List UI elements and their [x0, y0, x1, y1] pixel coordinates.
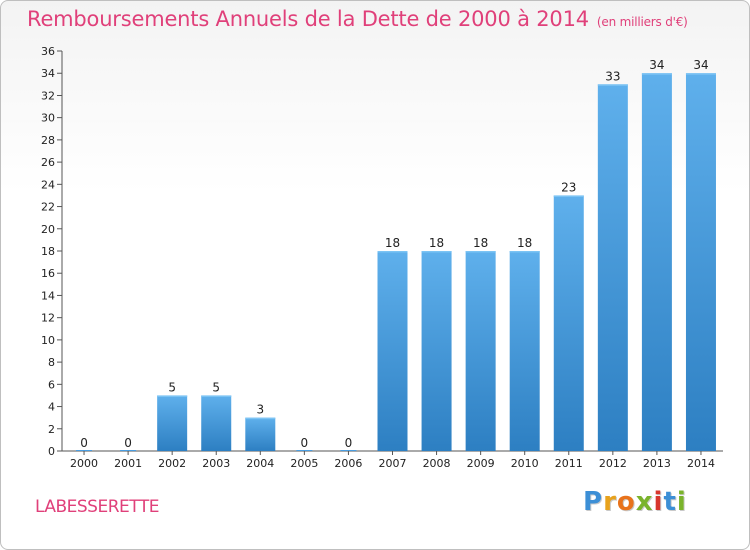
x-tick-label: 2001: [114, 457, 142, 470]
y-tick-label: 10: [41, 334, 55, 347]
bars: [76, 73, 716, 451]
y-tick-label: 8: [48, 356, 55, 369]
bar-highlight: [201, 395, 232, 397]
bar: [421, 251, 452, 451]
data-label: 5: [212, 380, 220, 394]
bar: [201, 395, 232, 451]
x-axis: 2000 2001 2002 2003 2004 2005 2006 2007 2008 2009…: [62, 450, 723, 470]
bar: [509, 251, 540, 451]
proxiti-logo[interactable]: Proxiti: [583, 487, 687, 517]
data-label: 18: [429, 236, 444, 250]
data-label: 0: [124, 436, 132, 450]
data-label: 18: [517, 236, 532, 250]
chart-title: Remboursements Annuels de la Dette de 20…: [27, 7, 688, 31]
data-label: 33: [605, 69, 620, 83]
data-label: 0: [80, 436, 88, 450]
data-label: 18: [473, 236, 488, 250]
x-tick-label: 2009: [467, 457, 495, 470]
bar-highlight: [509, 251, 540, 253]
y-tick-label: 16: [41, 267, 55, 280]
x-tick-label: 2000: [70, 457, 98, 470]
y-tick-label: 4: [48, 401, 55, 414]
bar: [465, 251, 496, 451]
x-tick-label: 2008: [423, 457, 451, 470]
data-label: 3: [256, 403, 264, 417]
bar-highlight: [157, 395, 188, 397]
logo-letter: o: [616, 487, 636, 517]
y-tick-label: 32: [41, 89, 55, 102]
bar: [157, 395, 188, 451]
x-tick-label: 2002: [158, 457, 186, 470]
logo-letter: r: [603, 487, 617, 517]
bar: [597, 84, 628, 451]
x-tick-label: 2010: [511, 457, 539, 470]
y-tick-label: 24: [41, 178, 55, 191]
logo-letter: t: [663, 487, 677, 517]
logo-letter: i: [653, 487, 664, 517]
data-labels: 0 0 5 5 3 0 0 18 18 18 18 23 33 34 34: [80, 58, 708, 450]
logo-letter: i: [676, 487, 687, 517]
y-tick-label: 6: [48, 378, 55, 391]
bar-highlight: [377, 251, 408, 253]
bar-highlight: [597, 84, 628, 86]
bar-highlight: [245, 417, 276, 420]
y-tick-label: 14: [41, 289, 55, 302]
bar: [641, 73, 672, 451]
x-tick-label: 2011: [555, 457, 583, 470]
bar-highlight: [465, 251, 496, 253]
y-tick-label: 2: [48, 423, 55, 436]
x-tick-label: 2014: [687, 457, 715, 470]
bar: [377, 251, 408, 451]
x-tick-label: 2006: [334, 457, 362, 470]
bar-highlight: [421, 251, 452, 253]
commune-name: LABESSERETTE: [35, 497, 159, 517]
y-tick-label: 18: [41, 245, 55, 258]
data-label: 5: [168, 380, 176, 394]
x-tick-label: 2013: [643, 457, 671, 470]
data-label: 0: [301, 436, 309, 450]
data-label: 34: [649, 58, 664, 72]
y-tick-label: 22: [41, 201, 55, 214]
data-label: 34: [693, 58, 708, 72]
chart-title-text: Remboursements Annuels de la Dette de 20…: [27, 7, 589, 31]
bar-highlight: [553, 195, 584, 197]
bar-highlight: [641, 73, 672, 75]
data-label: 18: [385, 236, 400, 250]
bar: [685, 73, 716, 451]
data-label: 0: [345, 436, 353, 450]
bar: [553, 195, 584, 451]
y-tick-label: 36: [41, 45, 55, 58]
x-tick-label: 2004: [246, 457, 274, 470]
x-tick-label: 2005: [290, 457, 318, 470]
x-tick-label: 2007: [379, 457, 407, 470]
logo-letter: x: [635, 487, 654, 517]
x-tick-label: 2003: [202, 457, 230, 470]
y-tick-label: 0: [48, 445, 55, 458]
bar: [245, 417, 276, 451]
bar-highlight: [685, 73, 716, 75]
y-tick-label: 28: [41, 134, 55, 147]
y-tick-label: 20: [41, 223, 55, 236]
logo-letter: P: [583, 487, 604, 517]
chart-unit: (en milliers d'€): [596, 15, 688, 29]
y-tick-label: 12: [41, 312, 55, 325]
y-tick-label: 34: [41, 67, 55, 80]
y-tick-label: 26: [41, 156, 55, 169]
x-tick-label: 2012: [599, 457, 627, 470]
data-label: 23: [561, 180, 576, 194]
y-tick-label: 30: [41, 112, 55, 125]
